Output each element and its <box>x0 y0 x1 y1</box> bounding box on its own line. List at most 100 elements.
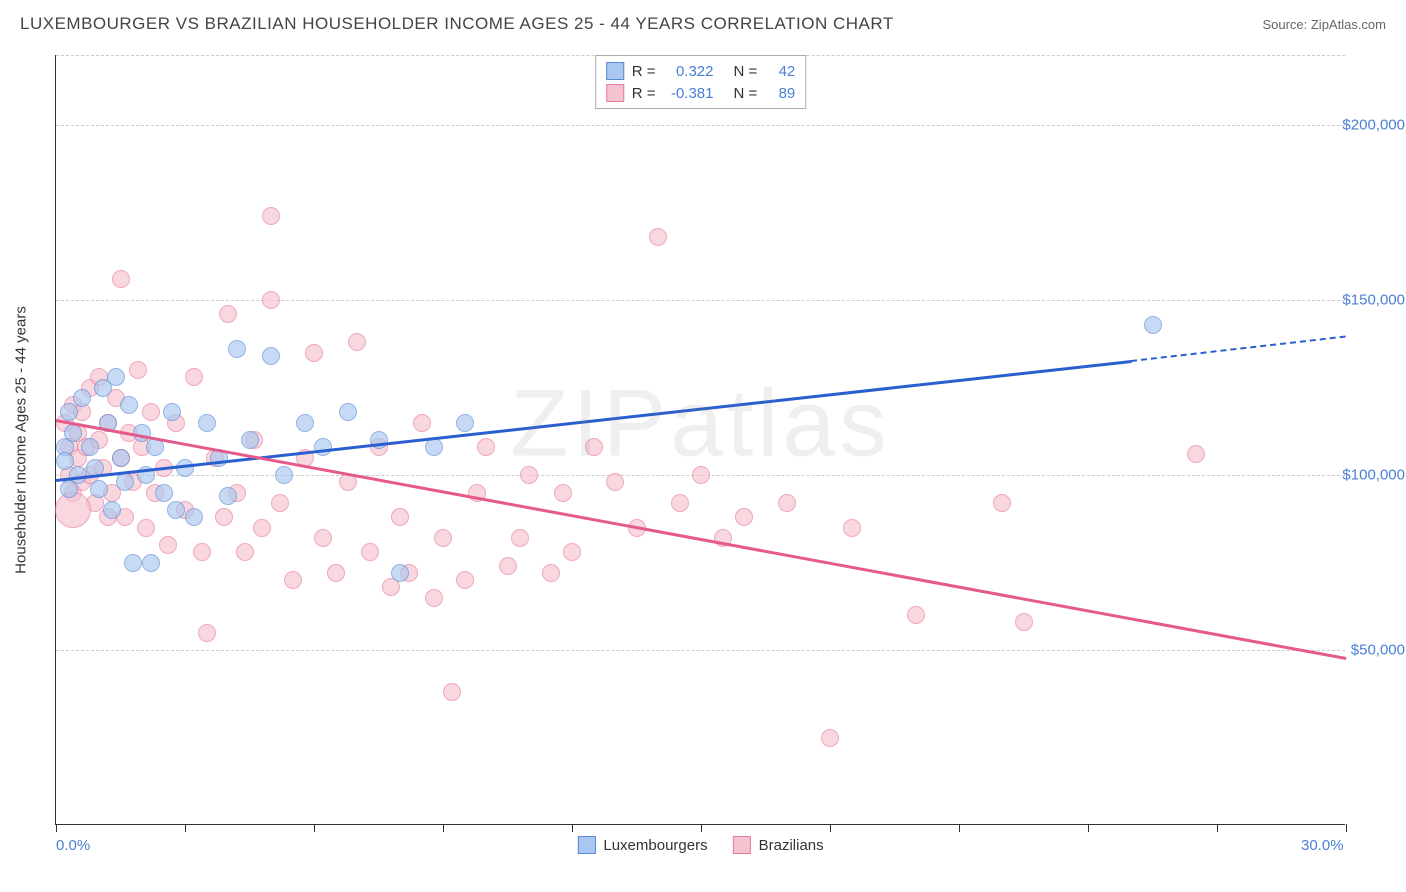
data-point <box>499 557 517 575</box>
data-point <box>413 414 431 432</box>
data-point <box>314 438 332 456</box>
data-point <box>159 536 177 554</box>
data-point <box>314 529 332 547</box>
data-point <box>219 305 237 323</box>
legend-stat-row: R = -0.381N = 89 <box>606 82 796 104</box>
chart-title: LUXEMBOURGER VS BRAZILIAN HOUSEHOLDER IN… <box>20 14 894 34</box>
legend-item: Brazilians <box>733 836 824 854</box>
data-point <box>185 508 203 526</box>
data-point <box>778 494 796 512</box>
legend-item: Luxembourgers <box>577 836 707 854</box>
data-point <box>671 494 689 512</box>
xtick-label: 0.0% <box>56 837 90 854</box>
data-point <box>219 487 237 505</box>
data-point <box>198 624 216 642</box>
data-point <box>262 207 280 225</box>
data-point <box>81 438 99 456</box>
data-point <box>129 361 147 379</box>
data-point <box>176 459 194 477</box>
data-point <box>241 431 259 449</box>
data-point <box>456 571 474 589</box>
data-point <box>236 543 254 561</box>
data-point <box>284 571 302 589</box>
xtick <box>830 824 831 832</box>
data-point <box>163 403 181 421</box>
legend-r-value: -0.381 <box>664 85 714 102</box>
data-point <box>262 347 280 365</box>
data-point <box>477 438 495 456</box>
data-point <box>198 414 216 432</box>
data-point <box>64 424 82 442</box>
data-point <box>167 501 185 519</box>
source-label: Source: ZipAtlas.com <box>1262 17 1386 32</box>
data-point <box>511 529 529 547</box>
data-point <box>520 466 538 484</box>
legend-r-value: 0.322 <box>664 63 714 80</box>
data-point <box>185 368 203 386</box>
xtick <box>1088 824 1089 832</box>
series-legend: Luxembourgers Brazilians <box>577 836 823 854</box>
xtick <box>185 824 186 832</box>
data-point <box>107 368 125 386</box>
data-point <box>554 484 572 502</box>
data-point <box>262 291 280 309</box>
legend-swatch <box>577 836 595 854</box>
legend-swatch <box>606 84 624 102</box>
xtick <box>1346 824 1347 832</box>
data-point <box>73 389 91 407</box>
xtick <box>56 824 57 832</box>
data-point <box>391 508 409 526</box>
data-point <box>735 508 753 526</box>
data-point <box>434 529 452 547</box>
data-point <box>993 494 1011 512</box>
plot-area: Householder Income Ages 25 - 44 years ZI… <box>55 55 1345 825</box>
data-point <box>120 396 138 414</box>
data-point <box>155 484 173 502</box>
data-point <box>116 473 134 491</box>
header-bar: LUXEMBOURGER VS BRAZILIAN HOUSEHOLDER IN… <box>20 10 1386 38</box>
data-point <box>228 340 246 358</box>
trend-line <box>1131 335 1346 361</box>
data-point <box>348 333 366 351</box>
data-point <box>456 414 474 432</box>
xtick <box>1217 824 1218 832</box>
xtick <box>314 824 315 832</box>
data-point <box>55 492 91 528</box>
data-point <box>275 466 293 484</box>
data-point <box>563 543 581 561</box>
xtick <box>959 824 960 832</box>
legend-label: Brazilians <box>759 837 824 854</box>
data-point <box>585 438 603 456</box>
legend-label: Luxembourgers <box>603 837 707 854</box>
data-point <box>112 270 130 288</box>
data-point <box>60 403 78 421</box>
data-point <box>296 414 314 432</box>
xtick <box>572 824 573 832</box>
data-point <box>124 554 142 572</box>
legend-swatch <box>606 62 624 80</box>
data-point <box>443 683 461 701</box>
legend-n-value: 42 <box>765 63 795 80</box>
data-point <box>103 501 121 519</box>
ytick-label: $100,000 <box>1325 467 1405 484</box>
legend-n-label: N = <box>734 63 758 80</box>
data-point <box>90 480 108 498</box>
legend-r-label: R = <box>632 85 656 102</box>
gridline <box>56 650 1345 651</box>
data-point <box>649 228 667 246</box>
data-point <box>112 449 130 467</box>
ytick-label: $150,000 <box>1325 292 1405 309</box>
data-point <box>1144 316 1162 334</box>
legend-n-value: 89 <box>765 85 795 102</box>
legend-r-label: R = <box>632 63 656 80</box>
trend-line <box>56 360 1131 481</box>
data-point <box>327 564 345 582</box>
data-point <box>142 403 160 421</box>
data-point <box>692 466 710 484</box>
data-point <box>305 344 323 362</box>
data-point <box>425 589 443 607</box>
ytick-label: $200,000 <box>1325 117 1405 134</box>
data-point <box>843 519 861 537</box>
data-point <box>215 508 233 526</box>
y-axis-label: Householder Income Ages 25 - 44 years <box>13 306 30 574</box>
